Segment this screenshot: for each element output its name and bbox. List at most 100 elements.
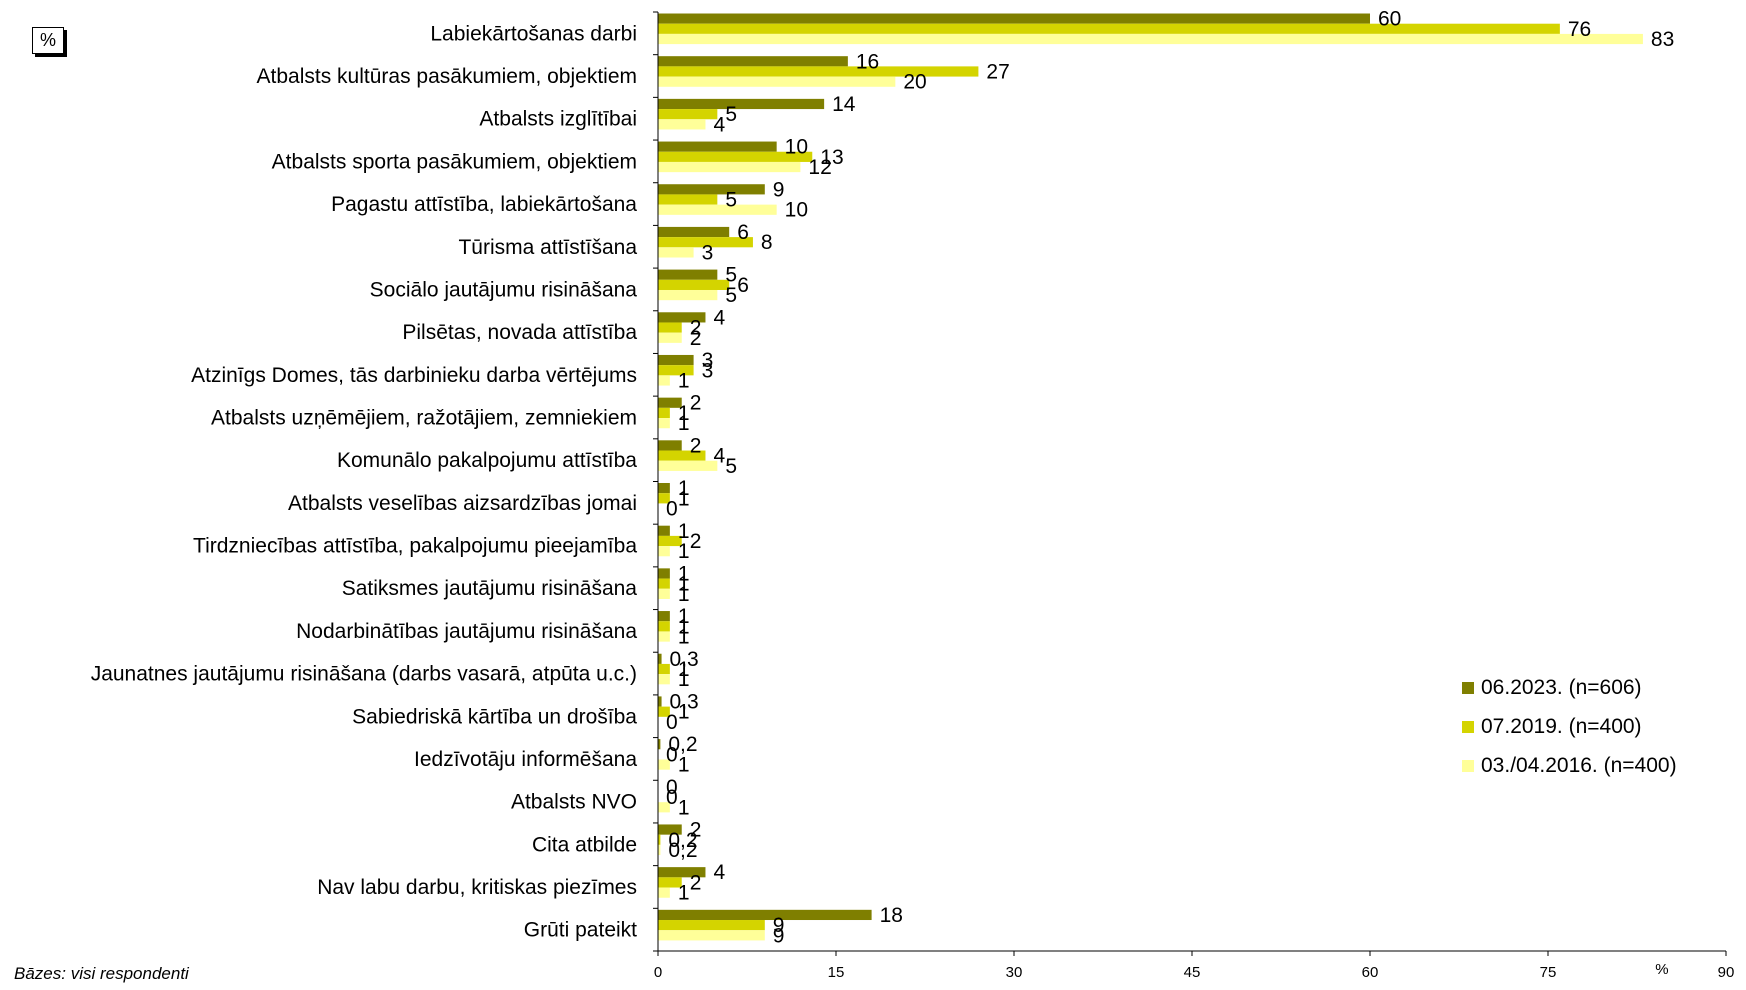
data-label: 3 xyxy=(702,349,714,372)
data-label: 5 xyxy=(725,264,737,287)
data-label: 1 xyxy=(678,668,690,691)
bar-2023 xyxy=(658,568,670,579)
bar-2019 xyxy=(658,663,670,675)
data-label: 2 xyxy=(690,317,702,340)
data-label: 18 xyxy=(880,904,903,927)
data-label: 76 xyxy=(1568,18,1591,41)
data-label: 1 xyxy=(678,583,690,606)
legend-item-2016: 03./04.2016. (n=400) xyxy=(1462,746,1732,785)
bar-2016 xyxy=(658,844,661,856)
data-label: 5 xyxy=(725,284,737,307)
bar-2019 xyxy=(658,834,661,845)
bar-2019 xyxy=(658,450,706,461)
bar-2016 xyxy=(658,631,670,642)
bar-2023 xyxy=(658,269,718,280)
category-label: Tirdzniecības attīstība, pakalpojumu pie… xyxy=(193,535,637,558)
data-label: 1 xyxy=(678,701,690,724)
legend-item-2019: 07.2019. (n=400) xyxy=(1462,707,1732,746)
category-label: Atbalsts izglītībai xyxy=(479,108,637,131)
labels-layer: Labiekārtošanas darbi 60 76 83 Atbalsts kult… xyxy=(91,8,1735,981)
bar-2019 xyxy=(658,621,670,632)
bar-2023 xyxy=(658,312,706,323)
category-label: Atzinīgs Domes, tās darbinieku darba vēr… xyxy=(191,364,637,387)
data-label: 2 xyxy=(690,819,702,842)
bar-2016 xyxy=(658,930,765,941)
bar-2016 xyxy=(658,204,777,215)
bar-2016 xyxy=(658,247,694,258)
bar-2016 xyxy=(658,375,670,386)
category-label: Sociālo jautājumu risināšana xyxy=(370,278,638,301)
data-label: 0 xyxy=(666,711,678,734)
data-label: 0 xyxy=(666,786,678,809)
data-label: 1 xyxy=(678,658,690,681)
bar-2019 xyxy=(658,877,682,888)
data-label: 9 xyxy=(773,924,785,947)
bar-2023 xyxy=(658,611,670,622)
data-label: 0 xyxy=(666,498,678,521)
unit-label: % xyxy=(32,27,64,54)
category-label: Pagastu attīstība, labiekārtošana xyxy=(331,193,637,216)
category-label: Pilsētas, novada attīstība xyxy=(402,321,637,344)
data-label: 2 xyxy=(690,434,702,457)
data-label: 0,3 xyxy=(670,691,699,714)
legend-label-2023: 06.2023. (n=606) xyxy=(1481,675,1642,699)
bar-2016 xyxy=(658,418,670,429)
data-label: 4 xyxy=(713,861,725,884)
bar-2023 xyxy=(658,141,777,152)
data-label: 1 xyxy=(678,520,690,543)
x-tick-label: 90 xyxy=(1718,964,1735,981)
bar-2023 xyxy=(658,354,694,366)
data-label: 0,2 xyxy=(668,839,697,862)
bar-2016 xyxy=(658,802,670,813)
bar-2023 xyxy=(658,98,825,110)
data-label: 13 xyxy=(820,146,843,169)
data-label: 3 xyxy=(702,241,714,264)
category-label: Iedzīvotāju informēšana xyxy=(414,748,637,771)
data-label: 1 xyxy=(678,412,690,435)
data-label: 1 xyxy=(678,402,690,425)
x-axis-title: % xyxy=(1655,961,1668,978)
data-label: 5 xyxy=(725,189,737,212)
x-tick-label: 60 xyxy=(1362,964,1379,981)
category-label: Atbalsts NVO xyxy=(511,791,637,814)
category-label: Sabiedriskā kārtība un drošība xyxy=(352,705,637,728)
legend-label-2019: 07.2019. (n=400) xyxy=(1481,714,1642,738)
bar-2019 xyxy=(658,535,682,547)
bar-2023 xyxy=(658,525,670,536)
data-label: 2 xyxy=(690,530,702,553)
bar-2019 xyxy=(658,706,670,717)
bar-2019 xyxy=(658,578,670,589)
category-label: Atbalsts veselības aizsardzības jomai xyxy=(288,492,637,515)
bar-2016 xyxy=(658,289,718,301)
data-label: 5 xyxy=(725,455,737,478)
bar-2019 xyxy=(658,920,765,931)
bar-2023 xyxy=(658,226,730,238)
bar-2023 xyxy=(658,867,706,878)
data-label: 83 xyxy=(1651,28,1674,51)
data-label: 14 xyxy=(832,93,856,116)
data-label: 0 xyxy=(666,743,678,766)
data-label: 1 xyxy=(678,605,690,628)
data-label: 1 xyxy=(678,615,690,638)
bar-2023 xyxy=(658,56,848,67)
bar-2019 xyxy=(658,23,1560,34)
bar-2016 xyxy=(658,546,670,557)
category-label: Labiekārtošanas darbi xyxy=(430,22,637,45)
data-label: 1 xyxy=(678,562,690,585)
data-label: 4 xyxy=(713,445,725,468)
bar-2016 xyxy=(658,161,801,173)
data-label: 20 xyxy=(903,71,926,94)
data-label: 16 xyxy=(856,50,879,73)
bar-2023 xyxy=(658,739,661,750)
legend: 06.2023. (n=606) 07.2019. (n=400) 03./04… xyxy=(1462,668,1732,785)
data-label: 12 xyxy=(808,156,831,179)
bar-2016 xyxy=(658,887,670,898)
data-label: 60 xyxy=(1378,8,1401,31)
bar-2023 xyxy=(658,13,1370,24)
legend-swatch-2023 xyxy=(1462,681,1474,694)
category-label: Atbalsts kultūras pasākumiem, objektiem xyxy=(257,65,638,88)
bar-2016 xyxy=(658,33,1643,45)
bar-2023 xyxy=(658,397,682,408)
bar-2019 xyxy=(658,407,670,419)
